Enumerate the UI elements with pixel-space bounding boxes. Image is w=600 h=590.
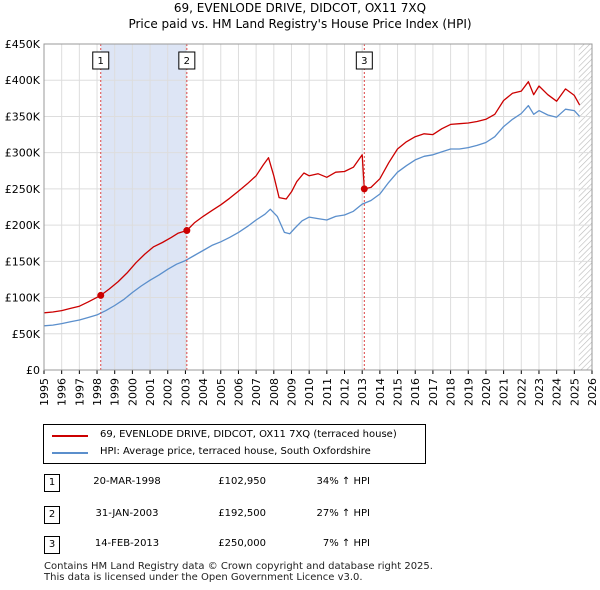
sale-date: 14-FEB-2013 xyxy=(94,538,160,549)
x-tick-label: 2008 xyxy=(268,378,281,406)
sale-label-box xyxy=(355,51,373,70)
x-tick-label: 2011 xyxy=(321,378,334,406)
x-tick-label: 2022 xyxy=(515,378,528,406)
y-tick-label: £150K xyxy=(5,255,41,268)
sale-point xyxy=(97,291,105,299)
sale-label-number: 3 xyxy=(361,56,367,67)
x-tick-label: 2016 xyxy=(409,378,422,406)
sale-row: 3 14-FEB-2013 £250,000 7% ↑ HPI xyxy=(0,536,600,556)
x-tick-label: 2005 xyxy=(215,378,228,406)
sale-point xyxy=(183,227,191,235)
x-tick-label: 2009 xyxy=(285,378,298,406)
x-tick-label: 2025 xyxy=(568,378,581,406)
sale-number-badge: 3 xyxy=(44,536,60,554)
sale-price: £192,500 xyxy=(218,508,266,519)
x-tick-label: 2021 xyxy=(498,378,511,406)
x-tick-label: 2013 xyxy=(356,378,369,406)
y-tick-label: £50K xyxy=(12,328,41,341)
shaded-region xyxy=(100,44,187,370)
y-tick-label: £300K xyxy=(5,147,41,160)
x-tick-label: 2010 xyxy=(303,378,316,406)
x-tick-label: 2019 xyxy=(462,378,475,406)
x-tick-label: 2023 xyxy=(533,378,546,406)
y-tick-label: £350K xyxy=(5,110,41,123)
sale-label-number: 2 xyxy=(184,56,190,67)
sale-number-badge: 2 xyxy=(44,506,60,524)
legend-label-hpi: HPI: Average price, terraced house, Sout… xyxy=(100,446,371,457)
chart-title: 69, EVENLODE DRIVE, DIDCOT, OX11 7XQ xyxy=(173,1,427,15)
x-tick-label: 2017 xyxy=(427,378,440,406)
y-tick-label: £100K xyxy=(5,292,41,305)
x-tick-label: 2026 xyxy=(586,378,599,406)
x-tick-label: 1996 xyxy=(56,378,69,406)
plot-border xyxy=(43,43,593,371)
x-tick-label: 2006 xyxy=(232,378,245,406)
x-tick-label: 1997 xyxy=(73,378,86,406)
x-tick-label: 2001 xyxy=(144,378,157,406)
forecast-hatched-region xyxy=(578,44,592,370)
sale-date: 31-JAN-2003 xyxy=(95,508,159,519)
x-tick-label: 2024 xyxy=(551,378,564,406)
x-tick-label: 2000 xyxy=(126,378,139,406)
sale-date: 20-MAR-1998 xyxy=(93,476,161,487)
x-tick-label: 2012 xyxy=(339,378,352,406)
y-tick-label: £450K xyxy=(5,38,41,51)
sale-price: £250,000 xyxy=(218,538,266,549)
sale-hpi-change: 27% ↑ HPI xyxy=(316,508,370,519)
x-tick-label: 2015 xyxy=(392,378,405,406)
y-tick-label: £200K xyxy=(5,219,41,232)
x-tick-label: 2002 xyxy=(162,378,175,406)
sale-row: 1 20-MAR-1998 £102,950 34% ↑ HPI xyxy=(0,474,600,494)
footer-copyright: Contains HM Land Registry data © Crown c… xyxy=(44,561,433,572)
x-tick-label: 1995 xyxy=(38,378,51,406)
legend-swatch-property xyxy=(52,435,88,437)
property-price-line xyxy=(43,81,581,314)
sale-point xyxy=(360,185,368,193)
chart-legend: 69, EVENLODE DRIVE, DIDCOT, OX11 7XQ (te… xyxy=(43,424,426,464)
sale-label-box xyxy=(92,51,110,70)
footer-licence: This data is licensed under the Open Gov… xyxy=(44,572,363,583)
y-tick-label: £250K xyxy=(5,183,41,196)
x-tick-label: 1998 xyxy=(91,378,104,406)
sale-hpi-change: 7% ↑ HPI xyxy=(322,538,370,549)
sale-number-badge: 1 xyxy=(44,474,60,492)
legend-swatch-hpi xyxy=(52,452,88,454)
x-tick-label: 2004 xyxy=(197,378,210,406)
hpi-line xyxy=(43,104,581,327)
x-tick-label: 2003 xyxy=(179,378,192,406)
y-tick-label: £400K xyxy=(5,74,41,87)
x-tick-label: 2014 xyxy=(374,378,387,406)
x-tick-label: 2007 xyxy=(250,378,263,406)
x-tick-label: 2018 xyxy=(445,378,458,406)
price-chart: 1 2 3 £0 £50K £100K £150K £200K £250K £300K £350K… xyxy=(5,38,599,406)
chart-subtitle: Price paid vs. HM Land Registry's House … xyxy=(128,17,472,31)
x-tick-label: 1999 xyxy=(109,378,122,406)
sale-label-box xyxy=(178,51,196,70)
legend-label-property: 69, EVENLODE DRIVE, DIDCOT, OX11 7XQ (te… xyxy=(100,429,397,440)
sale-row: 2 31-JAN-2003 £192,500 27% ↑ HPI xyxy=(0,506,600,526)
sale-hpi-change: 34% ↑ HPI xyxy=(316,476,370,487)
sale-price: £102,950 xyxy=(218,476,266,487)
sale-label-number: 1 xyxy=(98,56,104,67)
x-tick-label: 2020 xyxy=(480,378,493,406)
y-tick-label: £0 xyxy=(26,364,40,377)
